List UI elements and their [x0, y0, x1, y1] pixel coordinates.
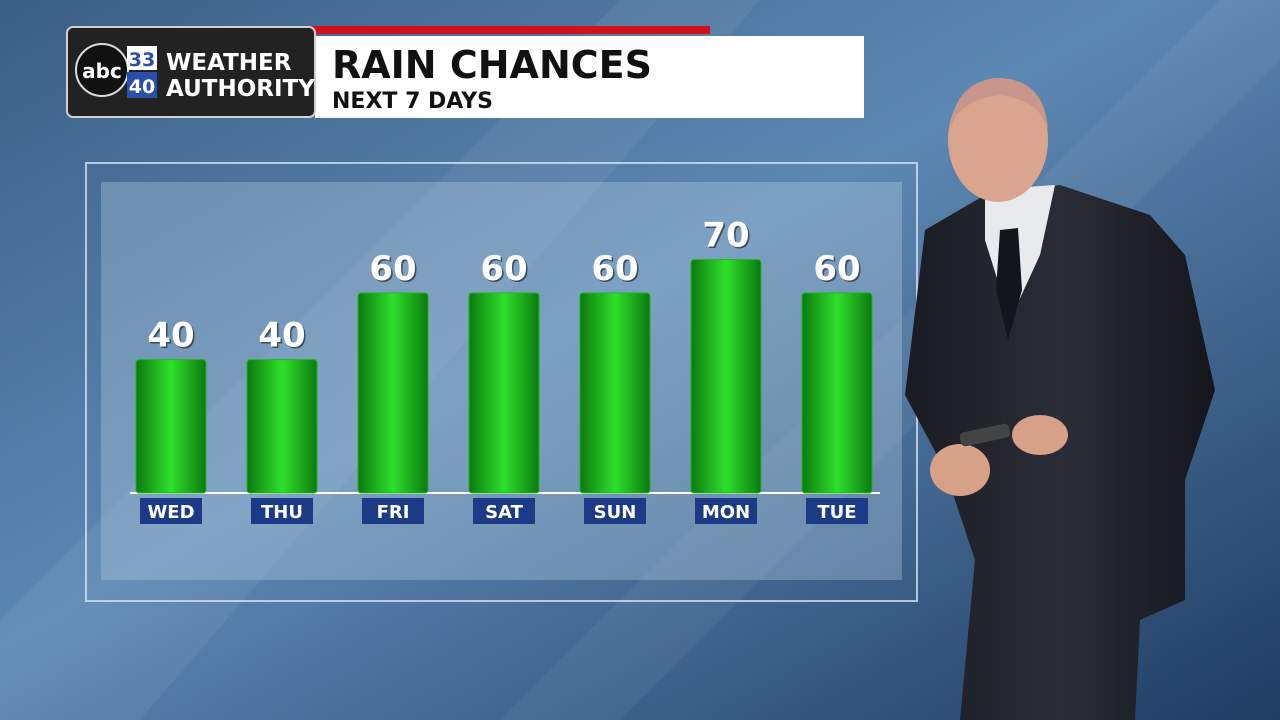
logo-channel: 40: [129, 76, 155, 98]
presenter: [905, 78, 1215, 720]
value-label: 40: [260, 317, 307, 357]
bar: [357, 292, 429, 494]
value-label: 60: [369, 249, 416, 289]
x-tick-label: SAT: [485, 502, 523, 523]
x-tick-label: WED: [147, 502, 194, 523]
chart-title: RAIN CHANCES: [332, 43, 652, 87]
logo-channel: 33: [129, 49, 155, 71]
bars: 4040WED4040THU6060FRI6060SAT6060SUN7070M…: [135, 216, 873, 524]
logo-network: abc: [82, 59, 122, 83]
logo-channel-box: [127, 72, 157, 98]
value-label: 60: [815, 251, 862, 291]
x-tick-label: TUE: [817, 502, 856, 523]
background-streak: [500, 0, 1280, 720]
chart-subtitle: NEXT 7 DAYS: [332, 89, 493, 114]
value-label: 40: [149, 317, 196, 357]
category-box: [251, 498, 313, 524]
bar: [246, 359, 318, 494]
bar: [801, 292, 873, 494]
value-label: 60: [593, 251, 640, 291]
category-box: [473, 498, 535, 524]
category-box: [362, 498, 424, 524]
bar: [135, 359, 207, 494]
category-box: [695, 498, 757, 524]
bar: [690, 259, 762, 494]
logo-brand: AUTHORITY: [166, 76, 315, 102]
value-label: 60: [480, 249, 527, 289]
bar: [468, 292, 540, 494]
value-label: 60: [813, 249, 860, 289]
value-label: 60: [591, 249, 638, 289]
value-label: 70: [702, 216, 749, 256]
x-tick-label: THU: [261, 502, 303, 523]
value-label: 60: [482, 251, 529, 291]
header-accent: [310, 26, 710, 34]
category-box: [584, 498, 646, 524]
x-tick-label: SUN: [594, 502, 637, 523]
value-label: 60: [371, 251, 418, 291]
x-tick-label: MON: [702, 502, 750, 523]
value-label: 70: [704, 217, 751, 257]
logo-channel-box: [127, 46, 157, 70]
bar: [579, 292, 651, 494]
x-tick-label: FRI: [377, 502, 410, 523]
category-box: [140, 498, 202, 524]
logo-brand: WEATHER: [166, 50, 292, 76]
category-box: [806, 498, 868, 524]
value-label: 40: [258, 316, 305, 356]
header-box: [315, 36, 864, 118]
value-label: 40: [147, 316, 194, 356]
